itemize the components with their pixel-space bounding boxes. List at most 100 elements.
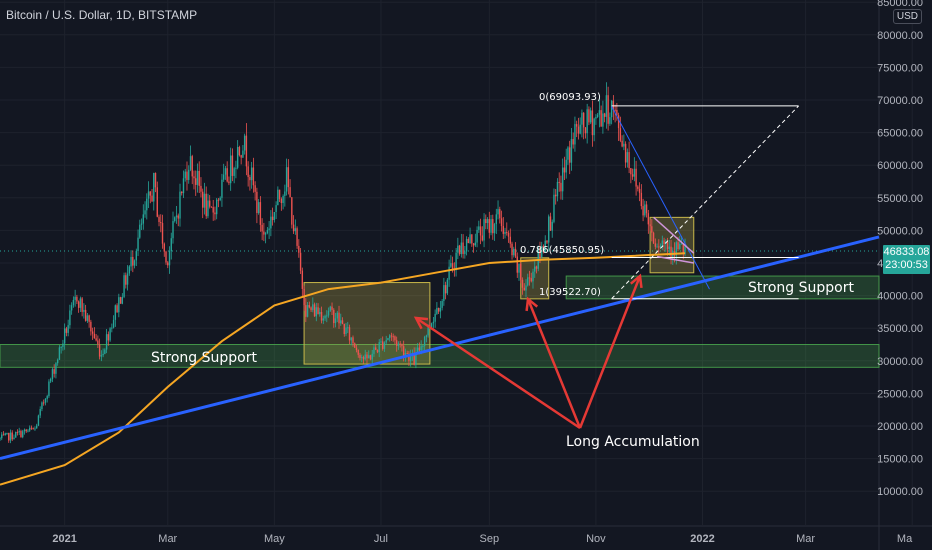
currency-button[interactable]: USD xyxy=(892,9,922,24)
candle-body xyxy=(647,213,650,225)
candle-body xyxy=(359,354,361,359)
candle-body xyxy=(532,271,534,282)
candle-body xyxy=(301,270,304,289)
candle-body xyxy=(469,234,471,244)
time-axis[interactable]: 2021 Mar May Jul Sep Nov 2022 Mar Ma xyxy=(52,533,913,545)
candle-body xyxy=(561,167,564,192)
candle-body xyxy=(612,100,615,110)
candles xyxy=(0,82,686,444)
candle-body xyxy=(9,432,12,441)
candle-body xyxy=(179,191,181,219)
time-tick-label: Nov xyxy=(586,533,606,545)
candle-body xyxy=(76,296,78,302)
candle-body xyxy=(472,243,475,246)
candle-body xyxy=(156,187,158,217)
candle-body xyxy=(476,229,478,243)
candle-body xyxy=(118,297,120,313)
candle-body xyxy=(250,167,253,181)
candle-body xyxy=(299,252,302,271)
candle-body xyxy=(682,243,684,255)
last-price-tag: 46833.08 23:00:53 xyxy=(883,245,930,274)
candle-body xyxy=(188,169,190,180)
candle-body xyxy=(214,212,216,215)
candle-body xyxy=(322,318,324,321)
candle-body xyxy=(51,369,54,380)
candle-body xyxy=(371,353,373,360)
candle-body xyxy=(338,312,340,324)
candle-body xyxy=(616,109,618,116)
price-axis[interactable]: 10000.00 15000.00 20000.00 25000.00 30000.00… xyxy=(877,0,923,498)
candle-body xyxy=(154,172,157,188)
candle-body xyxy=(434,313,436,322)
accumulation-box xyxy=(303,282,431,365)
candle-body xyxy=(69,310,71,326)
candle-body xyxy=(235,167,237,169)
candle-body xyxy=(329,306,331,311)
candle-body xyxy=(58,347,61,360)
candle-body xyxy=(184,171,186,179)
candle-body xyxy=(464,251,466,254)
candle-body xyxy=(128,266,131,274)
candle-body xyxy=(637,186,639,189)
candle-body xyxy=(509,236,511,244)
candle-body xyxy=(275,205,277,213)
candle-body xyxy=(23,429,26,432)
candle-body xyxy=(0,438,1,440)
candle-body xyxy=(506,232,508,234)
candle-body xyxy=(181,191,183,194)
candle-body xyxy=(507,232,510,237)
candle-body xyxy=(320,311,323,321)
candle-body xyxy=(170,238,172,252)
candle-body xyxy=(2,434,5,436)
price-tick-label: 85000.00 xyxy=(877,0,923,9)
candle-body xyxy=(347,327,349,329)
candle-body xyxy=(319,311,321,315)
candle-body xyxy=(354,343,356,348)
candle-body xyxy=(236,146,239,168)
candle-body xyxy=(663,240,665,244)
candle-body xyxy=(602,113,604,127)
candle-body xyxy=(420,346,422,351)
candle-body xyxy=(22,431,24,438)
candle-body xyxy=(90,321,92,332)
candle-body xyxy=(368,355,370,359)
candle-body xyxy=(548,216,550,243)
candle-body xyxy=(409,355,412,362)
candle-body xyxy=(418,347,421,351)
candle-body xyxy=(39,409,41,416)
time-tick-label: Sep xyxy=(480,533,500,545)
candle-body xyxy=(579,124,581,134)
candle-body xyxy=(565,159,567,173)
candle-body xyxy=(617,115,620,129)
candle-body xyxy=(249,177,251,181)
candle-body xyxy=(189,156,192,170)
candle-body xyxy=(534,266,536,272)
candle-body xyxy=(151,195,153,202)
candle-body xyxy=(278,189,281,199)
candle-body xyxy=(273,212,276,221)
candle-body xyxy=(261,224,263,232)
candle-body xyxy=(668,246,670,250)
candle-body xyxy=(567,147,569,160)
price-tick-label: 75000.00 xyxy=(877,62,923,74)
candle-body xyxy=(123,275,125,297)
candle-body xyxy=(226,168,228,182)
candle-body xyxy=(84,309,87,321)
candle-body xyxy=(649,224,651,227)
candle-body xyxy=(70,305,73,311)
candle-body xyxy=(196,170,199,185)
candle-body xyxy=(16,432,19,434)
candle-body xyxy=(63,328,66,344)
accumulation-box xyxy=(520,257,550,300)
candle-body xyxy=(200,185,202,192)
candle-body xyxy=(355,347,358,351)
candle-body xyxy=(638,188,641,193)
candle-body xyxy=(362,357,365,360)
candle-body xyxy=(483,219,485,241)
support-label-right: Strong Support xyxy=(748,280,854,296)
candle-body xyxy=(458,245,461,255)
candle-body xyxy=(680,243,683,245)
candle-body xyxy=(215,199,218,215)
candle-body xyxy=(479,226,482,236)
